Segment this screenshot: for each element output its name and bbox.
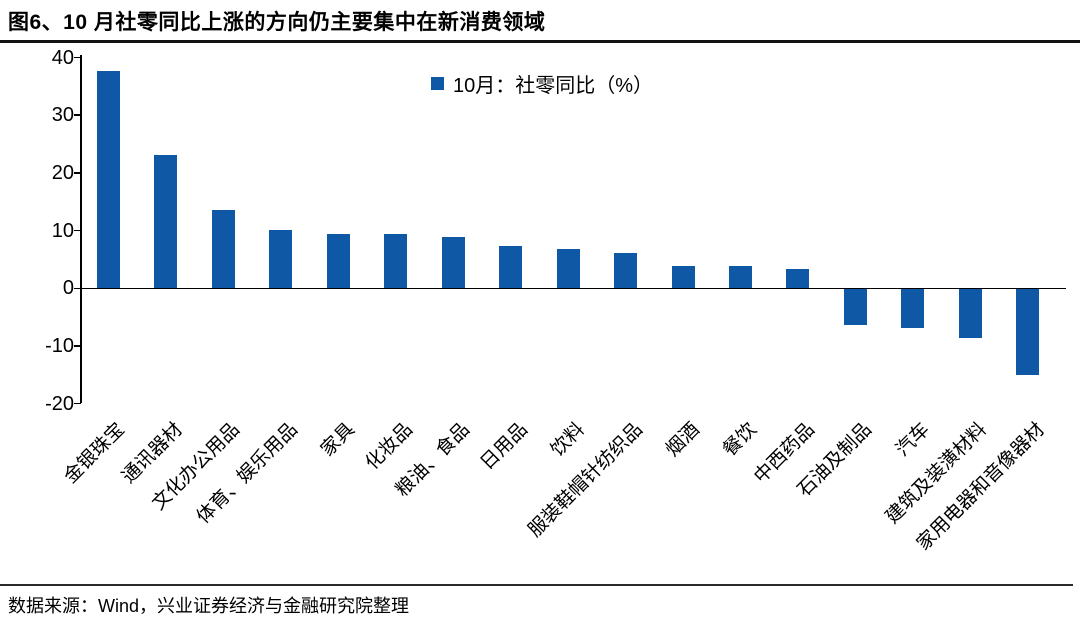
- bar: [556, 249, 580, 289]
- bar: [441, 236, 465, 289]
- footer-divider: [0, 584, 1073, 586]
- bar: [786, 269, 810, 289]
- bar: [1016, 289, 1040, 376]
- bar: [728, 265, 752, 289]
- category-label: 烟酒: [662, 419, 704, 461]
- title-divider: [0, 40, 1080, 43]
- bar: [384, 234, 408, 289]
- y-axis-tick-mark: [74, 229, 81, 232]
- bar: [843, 289, 867, 325]
- y-axis-tick-mark: [74, 114, 81, 117]
- bar: [211, 210, 235, 289]
- bar: [499, 246, 523, 289]
- bar: [958, 289, 982, 338]
- category-label: 汽车: [891, 419, 934, 461]
- y-axis-tick-mark: [74, 345, 81, 347]
- y-axis-tick-mark: [74, 172, 81, 174]
- legend-swatch-icon: [431, 77, 444, 90]
- category-label: 日用品: [476, 419, 532, 475]
- category-label: 家具: [317, 419, 360, 461]
- y-axis-tick-label: 40: [51, 46, 74, 69]
- y-axis-tick-mark: [74, 287, 81, 290]
- y-axis-tick-label: -10: [45, 334, 74, 357]
- zero-baseline: [81, 287, 1066, 290]
- y-axis-tick-mark: [74, 402, 81, 405]
- category-label: 化妆品: [361, 419, 417, 475]
- y-axis-tick-label: 0: [62, 277, 74, 300]
- data-source-note: 数据来源：Wind，兴业证券经济与金融研究院整理: [8, 596, 410, 616]
- y-axis-tick-label: -20: [45, 392, 74, 415]
- chart-legend: 10月：社零同比（%）: [431, 69, 653, 98]
- bar: [671, 265, 695, 289]
- y-axis-tick-label: 20: [51, 161, 74, 184]
- bar: [269, 230, 293, 289]
- category-label: 餐饮: [719, 419, 762, 461]
- bar: [97, 70, 120, 289]
- bar: [326, 233, 350, 289]
- legend-label: 10月：社零同比（%）: [453, 75, 654, 97]
- y-axis-tick-label: 30: [51, 104, 74, 127]
- bar: [614, 252, 638, 289]
- chart-title: 图6、10 月社零同比上涨的方向仍主要集中在新消费领域: [8, 11, 546, 34]
- y-axis-tick-mark: [74, 56, 81, 59]
- category-label: 体育、娱乐用品: [192, 419, 302, 528]
- bar: [154, 154, 178, 289]
- y-axis-tick-label: 10: [51, 219, 74, 242]
- category-label: 金银珠宝: [60, 419, 130, 488]
- bar: [901, 289, 925, 329]
- category-label: 建筑及装潢材料: [882, 419, 992, 528]
- y-axis-line: [80, 55, 82, 403]
- category-label: 饮料: [547, 419, 589, 461]
